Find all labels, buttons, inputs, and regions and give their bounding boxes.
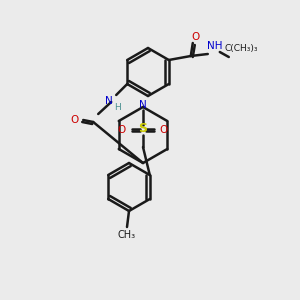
Text: O: O [70,115,78,125]
Text: N: N [105,96,113,106]
Text: O: O [192,32,200,42]
Text: O: O [160,125,168,135]
Text: N: N [139,100,147,110]
Text: O: O [118,125,126,135]
Text: CH₃: CH₃ [118,230,136,240]
Text: C(CH₃)₃: C(CH₃)₃ [224,44,257,53]
Text: H: H [114,103,121,112]
Text: NH: NH [207,41,223,51]
Text: S: S [139,122,148,136]
